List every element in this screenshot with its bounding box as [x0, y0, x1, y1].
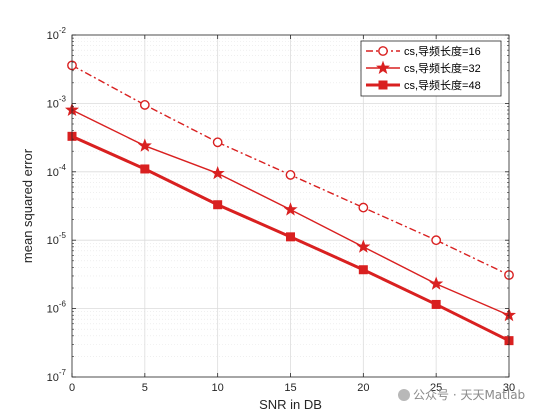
- series-layer: [64, 60, 517, 346]
- data-point: [212, 137, 223, 148]
- data-point: [285, 170, 296, 180]
- data-point: [139, 100, 150, 110]
- data-point: [137, 138, 152, 152]
- data-point: [356, 239, 371, 253]
- legend-marker: [378, 46, 388, 56]
- legend-label: cs,导频长度=32: [404, 61, 481, 75]
- legend-marker: [375, 60, 391, 74]
- legend-label: cs,导频长度=16: [404, 44, 481, 58]
- x-tick-label: 25: [430, 382, 442, 394]
- watermark: 公众号 · 天天Matlab: [398, 386, 525, 403]
- legend-marker: [378, 80, 388, 90]
- x-axis-label: SNR in DB: [259, 397, 322, 412]
- x-tick-label: 0: [69, 382, 75, 394]
- y-tick-label: 10-3: [47, 94, 67, 110]
- data-point: [358, 202, 369, 213]
- y-tick-label: 10-7: [47, 368, 67, 384]
- x-tick-label: 20: [357, 382, 369, 394]
- plot-border: [71, 34, 510, 378]
- y-axis-label: mean squared error: [20, 148, 35, 263]
- x-tick-label: 5: [142, 382, 148, 394]
- y-tick-label: 10-5: [47, 231, 67, 247]
- data-point: [431, 299, 441, 309]
- y-tick-label: 10-4: [47, 163, 67, 179]
- wechat-icon: [398, 389, 410, 401]
- y-tick-label: 10-6: [47, 300, 67, 316]
- x-tick-label: 10: [212, 382, 224, 394]
- axes: 10-7 10-6 10-5 10-4 10-3 10-2 0 5 10 15 20 25 30: [47, 26, 516, 394]
- x-tick-label: 15: [284, 382, 296, 394]
- data-point: [283, 202, 298, 216]
- y-tick-label: 10-2: [47, 26, 67, 42]
- watermark-text: 公众号 · 天天Matlab: [413, 388, 526, 402]
- data-point: [429, 276, 444, 290]
- data-point: [358, 265, 368, 275]
- legend: cs,导频长度=16 cs,导频长度=32 cs,导频长度=48: [360, 40, 502, 97]
- data-point: [286, 232, 295, 242]
- legend-label: cs,导频长度=48: [404, 78, 481, 92]
- data-point: [210, 165, 225, 180]
- data-point: [213, 200, 223, 210]
- data-point: [431, 235, 442, 246]
- x-tick-label: 30: [503, 382, 515, 394]
- data-point: [140, 164, 150, 174]
